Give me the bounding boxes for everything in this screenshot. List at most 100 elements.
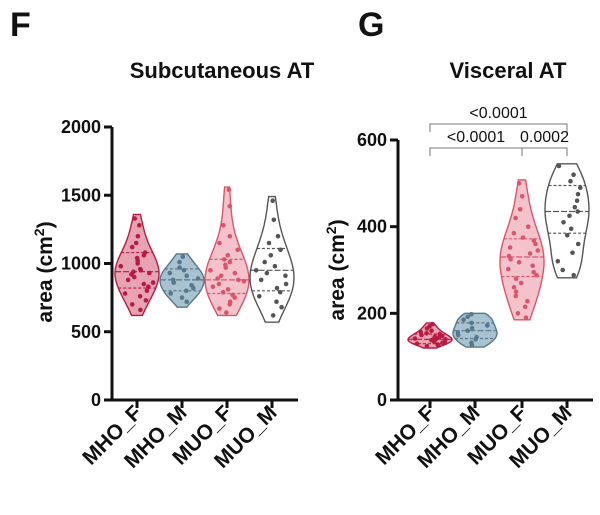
data-point xyxy=(270,313,276,318)
data-point xyxy=(283,281,289,287)
data-point xyxy=(253,268,259,273)
data-point xyxy=(221,257,227,262)
data-point xyxy=(241,278,247,284)
y-tick-label: 1500 xyxy=(61,185,101,205)
data-point xyxy=(223,265,229,270)
data-point xyxy=(227,259,233,265)
data-point xyxy=(561,220,566,225)
data-point xyxy=(436,343,441,348)
y-tick-label: 500 xyxy=(71,322,101,342)
data-point xyxy=(184,273,189,279)
data-point xyxy=(431,339,437,344)
data-point xyxy=(511,230,517,236)
data-point xyxy=(266,240,272,246)
violin-muo-f xyxy=(499,179,545,321)
data-point xyxy=(216,281,222,287)
data-point xyxy=(138,307,143,313)
data-point xyxy=(574,198,580,203)
data-point xyxy=(168,291,174,296)
y-tick-label: 1000 xyxy=(61,254,101,274)
chart-title-visceral: Visceral AT xyxy=(450,58,568,83)
data-point xyxy=(571,172,576,177)
data-point xyxy=(272,263,278,269)
data-point xyxy=(129,272,134,277)
data-point xyxy=(268,253,274,258)
data-point xyxy=(455,332,461,338)
y-axis-label-f: area (cm2) xyxy=(31,221,57,322)
panel-f: F Subcutaneous AT area (cm2) 0 500 1000 150… xyxy=(10,6,315,473)
data-point xyxy=(208,268,213,273)
significance-bracket xyxy=(521,147,568,156)
data-point xyxy=(270,198,276,203)
data-point xyxy=(217,306,222,311)
significance-bracket xyxy=(429,123,568,132)
data-point xyxy=(572,204,578,210)
data-point xyxy=(469,343,475,348)
data-point xyxy=(527,251,533,256)
y-tick-label: 0 xyxy=(91,390,101,410)
y-tick-label: 2000 xyxy=(61,117,101,137)
data-point xyxy=(147,270,152,276)
data-point xyxy=(217,240,222,246)
data-point xyxy=(520,235,526,240)
data-point xyxy=(578,185,583,190)
data-point xyxy=(515,311,521,316)
data-point xyxy=(274,299,279,305)
data-point xyxy=(519,194,525,199)
p-value-label: <0.0001 xyxy=(469,105,527,122)
chart-title-subcutaneous: Subcutaneous AT xyxy=(130,58,315,83)
data-point xyxy=(137,223,142,228)
data-point xyxy=(226,187,232,193)
data-point xyxy=(225,253,231,258)
data-point xyxy=(177,259,182,265)
data-point xyxy=(534,272,539,278)
data-point xyxy=(439,333,445,339)
data-point xyxy=(525,298,530,304)
panel-letter-f: F xyxy=(10,6,31,44)
data-point xyxy=(424,331,429,336)
data-point xyxy=(424,344,430,349)
data-point xyxy=(191,285,196,291)
data-point xyxy=(513,276,519,282)
p-value-label: <0.0001 xyxy=(447,129,505,146)
data-point xyxy=(125,277,131,283)
data-point xyxy=(414,341,420,347)
data-point xyxy=(271,217,277,223)
data-point xyxy=(275,233,281,239)
data-point xyxy=(210,284,216,290)
data-point xyxy=(132,216,138,221)
data-point xyxy=(224,310,229,315)
data-point xyxy=(180,254,186,259)
data-point xyxy=(122,291,128,296)
data-point xyxy=(419,332,424,338)
y-tick-label: 400 xyxy=(357,217,387,237)
data-point xyxy=(236,277,241,283)
data-point xyxy=(184,299,189,305)
data-point xyxy=(465,314,471,320)
data-point xyxy=(133,240,139,246)
data-point xyxy=(506,266,511,272)
data-point xyxy=(221,223,226,228)
data-point xyxy=(568,178,573,184)
data-point xyxy=(511,285,517,290)
data-point xyxy=(141,253,147,258)
data-point xyxy=(469,320,474,326)
data-point xyxy=(232,295,237,300)
data-point xyxy=(278,247,283,253)
data-point xyxy=(535,248,541,253)
data-point xyxy=(277,289,283,295)
data-point xyxy=(141,281,147,287)
data-point xyxy=(195,276,201,281)
data-point xyxy=(518,280,524,286)
data-point xyxy=(235,247,240,253)
data-point xyxy=(570,250,575,255)
data-point xyxy=(575,191,581,197)
panel-g: G Visceral AT area (cm2) 0200400600MHO_F… xyxy=(323,6,593,473)
data-point xyxy=(533,241,538,247)
data-point xyxy=(183,288,189,294)
data-point xyxy=(146,284,151,290)
data-point xyxy=(575,209,580,214)
data-point xyxy=(225,287,231,292)
data-point xyxy=(568,226,574,232)
